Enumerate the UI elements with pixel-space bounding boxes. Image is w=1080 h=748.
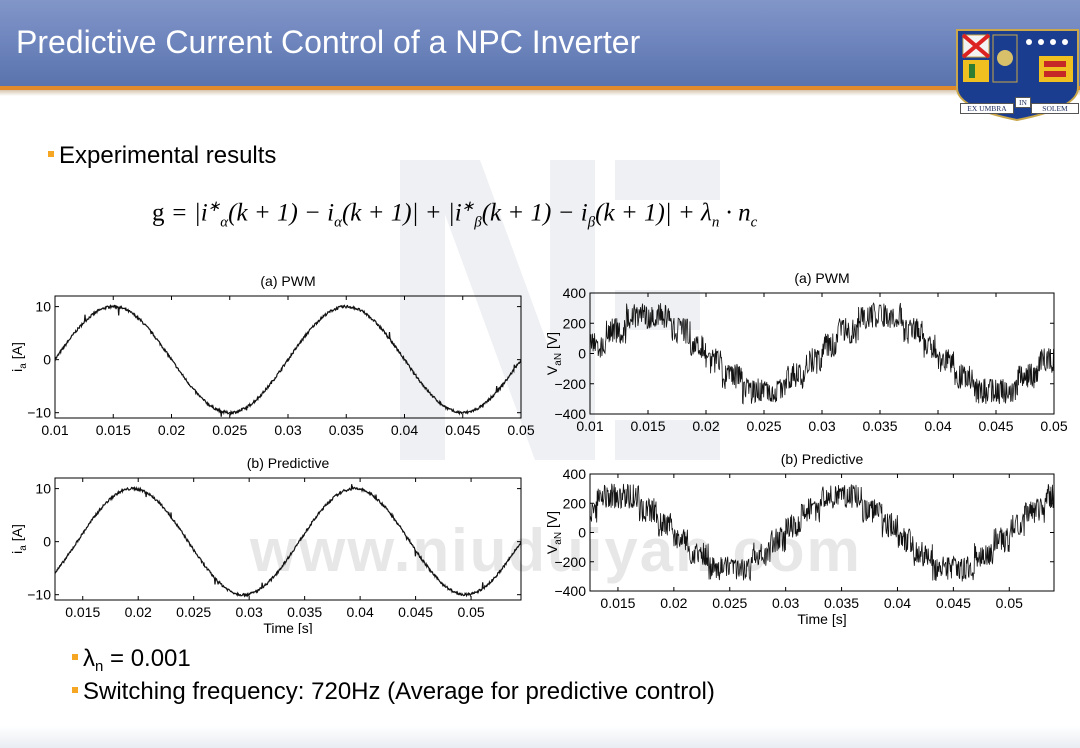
y-tick-label: 0 [43,352,51,368]
x-tick-label: 0.02 [158,422,185,438]
lambda-symbol: λ [83,645,95,672]
x-tick-label: 0.025 [746,418,781,434]
watermark-logo [400,160,720,460]
bullet-label: Experimental results [59,142,277,169]
y-tick-label: −10 [27,587,51,603]
university-crest-logo [956,29,1079,122]
y-tick-label: −400 [554,406,586,422]
y-tick-label: 10 [35,481,51,497]
y-tick-label: 400 [563,285,587,301]
waveform-series [590,483,1054,582]
x-axis-label: Time [s] [797,611,846,627]
x-tick-label: 0.035 [329,422,364,438]
y-tick-label: 200 [563,315,587,331]
x-tick-label: 0.045 [978,418,1013,434]
bullet-marker [72,654,78,660]
x-tick-label: 0.035 [824,595,859,611]
x-tick-label: 0.015 [65,604,100,620]
chart-title: (b) Predictive [247,455,330,471]
slide-title: Predictive Current Control of a NPC Inve… [16,24,641,60]
y-tick-label: −400 [554,583,586,599]
x-tick-label: 0.01 [41,422,68,438]
x-tick-label: 0.02 [660,595,687,611]
y-tick-label: −10 [27,405,51,421]
plot-frame [54,477,522,601]
chart-voltage-pwm: (a) PWM 0.01 0.015 0.02 0.025 0.03 0.035 0.04 0.… [544,270,1068,434]
x-tick-label: 0.03 [236,604,263,620]
watermark-text: www.niuduiyan.com [250,517,862,584]
y-tick-label: 0 [578,346,586,362]
x-tick-label: 0.03 [808,418,835,434]
x-tick-label: 0.04 [391,422,418,438]
waveform-series [55,304,521,417]
chart-title: (a) PWM [794,270,849,286]
header-shadow [0,90,1080,96]
x-tick-label: 0.025 [212,422,247,438]
x-tick-label: 0.045 [445,422,480,438]
chart-current-pwm: (a) PWM 0.01 0.015 0.02 0.025 0.03 0.035 0.04 0.… [9,273,535,438]
y-tick-label: 0 [578,525,586,541]
lambda-value: = 0.001 [103,645,191,672]
y-axis-label: ia [A] [9,524,29,554]
y-tick-label: −200 [554,376,586,392]
x-axis-label: Time [s] [263,620,312,634]
bullet-marker [72,687,78,693]
bottom-bullets: λn = 0.001 Switching frequency: 720Hz (A… [72,645,715,711]
x-tick-label: 0.045 [398,604,433,620]
cost-function-formula: g = |i∗α(k + 1) − iα(k + 1)| + |i∗β(k + … [152,199,758,231]
x-tick-label: 0.02 [692,418,719,434]
x-tick-label: 0.02 [125,604,152,620]
bullet-marker [48,151,54,157]
crest-motto-right: SOLEM [1031,103,1079,114]
plot-frame [54,295,522,419]
x-tick-label: 0.025 [176,604,211,620]
crest-motto-mid: IN [1015,97,1031,108]
y-tick-label: 0 [43,534,51,550]
header-bar [0,0,1080,90]
crest-motto-left: EX UMBRA [960,103,1014,114]
chart-voltage-predictive: (b) Predictive 0.015 0.02 0.025 0.03 0.035 0.0… [544,451,1055,627]
y-tick-label: 200 [563,495,587,511]
waveform-series [55,484,521,598]
lambda-subscript: n [95,658,104,675]
x-tick-label: 0.045 [936,595,971,611]
x-tick-label: 0.025 [712,595,747,611]
y-tick-label: 10 [35,299,51,315]
bullet-switching: Switching frequency: 720Hz (Average for … [72,678,715,711]
x-tick-label: 0.05 [457,604,484,620]
x-tick-label: 0.05 [1040,418,1067,434]
switching-text: Switching frequency: 720Hz (Average for … [83,678,715,705]
x-tick-label: 0.03 [274,422,301,438]
x-tick-label: 0.035 [287,604,322,620]
x-tick-label: 0.04 [884,595,911,611]
bullet-experimental-results: Experimental results [48,142,276,170]
x-tick-label: 0.05 [507,422,534,438]
x-tick-label: 0.04 [346,604,373,620]
x-tick-label: 0.015 [600,595,635,611]
chart-current-predictive: (b) Predictive 0.015 0.02 0.025 0.03 0.035 0.0… [9,455,522,634]
y-tick-label: −200 [554,554,586,570]
x-tick-label: 0.035 [862,418,897,434]
bullet-lambda: λn = 0.001 [72,645,715,678]
x-tick-label: 0.01 [576,418,603,434]
y-axis-label: VaN [V] [544,332,564,375]
chart-title: (b) Predictive [781,451,864,467]
y-axis-label: VaN [V] [544,511,564,554]
x-tick-label: 0.03 [772,595,799,611]
waveform-series [590,302,1054,405]
x-tick-label: 0.05 [996,595,1023,611]
x-tick-label: 0.04 [924,418,951,434]
y-axis-label: ia [A] [9,342,29,372]
y-tick-label: 400 [563,466,587,482]
x-tick-label: 0.015 [630,418,665,434]
footer-fade [0,726,1080,748]
chart-title: (a) PWM [260,273,315,289]
x-tick-label: 0.015 [96,422,131,438]
